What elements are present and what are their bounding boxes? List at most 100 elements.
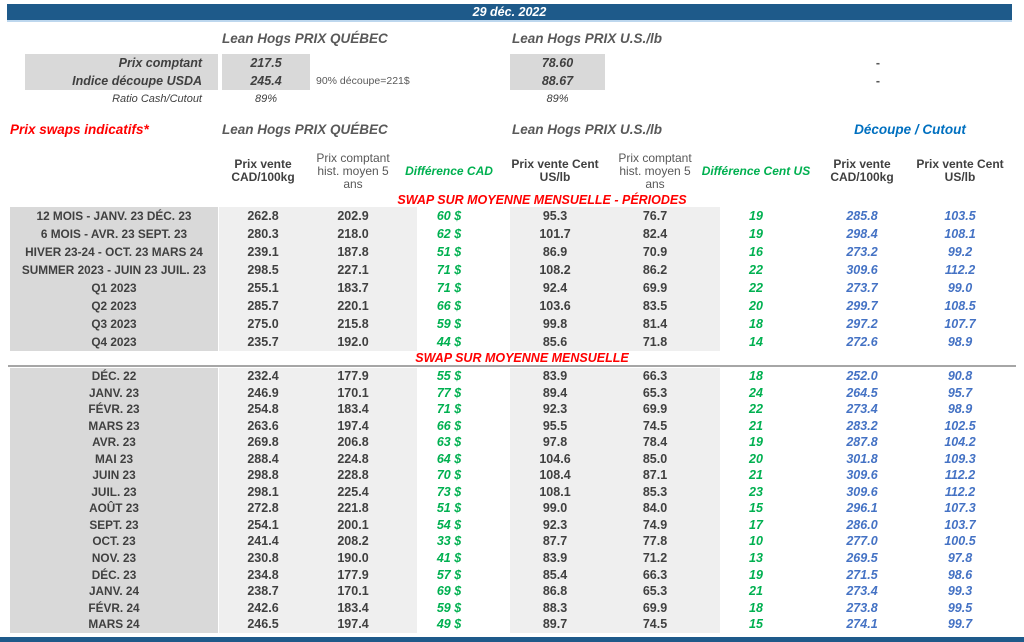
cell-qc-hist: 228.8 bbox=[337, 468, 369, 483]
table-row: JANV. 24 238.7 170.1 69 $ 86.8 65.3 21 273.4 99.… bbox=[10, 583, 1014, 600]
row-label: SEPT. 23 bbox=[89, 517, 139, 532]
table-row: AOÛT 23 272.8 221.8 51 $ 99.0 84.0 15 296.1 107.… bbox=[10, 500, 1014, 517]
row-label: Q4 2023 bbox=[91, 335, 137, 349]
cell-diff-us: 21 bbox=[749, 468, 763, 483]
cell-us-hist: 70.9 bbox=[642, 245, 668, 259]
cell-diff-us: 22 bbox=[749, 281, 763, 295]
cell-diff-cad: 44 $ bbox=[436, 335, 462, 349]
row-label: DÉC. 23 bbox=[91, 567, 137, 582]
cell-qc-prix-vente: 288.4 bbox=[247, 451, 279, 466]
swaps-title: Prix swaps indicatifs* bbox=[10, 122, 149, 137]
row-label: MARS 23 bbox=[88, 418, 140, 433]
cell-diff-us: 18 bbox=[749, 369, 763, 383]
cell-us-prix-vente: 85.4 bbox=[542, 567, 568, 582]
column-header-cutout-us: Prix vente Cent US/lb bbox=[916, 157, 1004, 184]
cell-diff-cad: 77 $ bbox=[436, 385, 462, 400]
table-row: OCT. 23 241.4 208.2 33 $ 87.7 77.8 10 277.0 100.… bbox=[10, 533, 1014, 550]
cell-qc-prix-vente: 280.3 bbox=[247, 227, 279, 241]
cell-us-hist: 74.9 bbox=[642, 517, 668, 532]
cell-qc-hist: 183.7 bbox=[337, 281, 369, 295]
spot-label: Prix comptant bbox=[25, 54, 218, 72]
cell-cutout-us: 99.0 bbox=[947, 281, 973, 295]
cell-diff-us: 13 bbox=[749, 551, 763, 566]
cell-diff-us: 15 bbox=[749, 617, 763, 632]
cell-diff-us: 21 bbox=[749, 584, 763, 599]
row-label: Q3 2023 bbox=[91, 317, 137, 331]
cell-us-hist: 69.9 bbox=[642, 600, 668, 615]
cell-cutout-cad: 298.4 bbox=[846, 227, 878, 241]
cell-us-prix-vente: 92.3 bbox=[542, 402, 568, 417]
column-header-us-hist: Prix comptant hist. moyen 5 ans bbox=[618, 150, 692, 191]
row-label: SUMMER 2023 - JUIN 23 JUIL. 23 bbox=[21, 263, 207, 277]
cell-diff-cad: 60 $ bbox=[436, 209, 462, 223]
cell-qc-hist: 192.0 bbox=[337, 335, 369, 349]
cell-us-hist: 71.2 bbox=[642, 551, 668, 566]
cell-qc-hist: 170.1 bbox=[337, 385, 369, 400]
column-header-us-prix-vente: Prix vente Cent US/lb bbox=[511, 157, 599, 184]
cell-cutout-us: 98.9 bbox=[947, 402, 973, 417]
cell-diff-us: 19 bbox=[749, 435, 763, 450]
cell-cutout-us: 107.3 bbox=[944, 501, 976, 516]
cell-cutout-cad: 273.7 bbox=[846, 281, 878, 295]
cell-qc-hist: 200.1 bbox=[337, 517, 369, 532]
cell-qc-hist: 202.9 bbox=[337, 209, 369, 223]
cell-diff-cad: 51 $ bbox=[436, 245, 462, 259]
cell-qc-prix-vente: 254.8 bbox=[247, 402, 279, 417]
cell-diff-cad: 49 $ bbox=[436, 617, 462, 632]
cell-qc-prix-vente: 298.8 bbox=[247, 468, 279, 483]
column-headers: Prix vente CAD/100kg Prix comptant hist.… bbox=[10, 148, 1014, 194]
cell-qc-hist: 208.2 bbox=[337, 534, 369, 549]
us-columns-background bbox=[510, 368, 720, 633]
cell-cutout-cad: 286.0 bbox=[846, 517, 878, 532]
cell-diff-us: 22 bbox=[749, 263, 763, 277]
row-label: JUIL. 23 bbox=[91, 484, 137, 499]
row-label: Q2 2023 bbox=[91, 299, 137, 313]
column-header-cutout-cad: Prix vente CAD/100kg bbox=[830, 157, 894, 184]
spot-row-indice-decoupe: Indice découpe USDA 245.4 90% découpe=22… bbox=[0, 72, 1024, 90]
spot-qc-value: 245.4 bbox=[222, 72, 310, 90]
cell-cutout-us: 108.1 bbox=[944, 227, 976, 241]
cell-us-prix-vente: 89.7 bbox=[542, 617, 568, 632]
cell-diff-us: 10 bbox=[749, 534, 763, 549]
cell-qc-prix-vente: 262.8 bbox=[247, 209, 279, 223]
cell-cutout-us: 99.5 bbox=[947, 600, 973, 615]
cell-cutout-us: 112.2 bbox=[944, 263, 976, 277]
cell-cutout-us: 98.6 bbox=[947, 567, 973, 582]
cell-qc-hist: 221.8 bbox=[337, 501, 369, 516]
column-header-qc-hist: Prix comptant hist. moyen 5 ans bbox=[316, 150, 390, 191]
spot-qc-value: 89% bbox=[254, 93, 278, 105]
cell-qc-hist: 227.1 bbox=[337, 263, 369, 277]
label-column-background bbox=[10, 368, 218, 633]
table-row: 6 MOIS - AVR. 23 SEPT. 23 280.3 218.0 62 $ 1… bbox=[10, 225, 1014, 243]
cell-us-prix-vente: 95.3 bbox=[542, 209, 568, 223]
cell-qc-prix-vente: 234.8 bbox=[247, 567, 279, 582]
cell-cutout-cad: 309.6 bbox=[846, 468, 878, 483]
row-label: FÉVR. 23 bbox=[88, 402, 140, 417]
cell-us-prix-vente: 83.9 bbox=[542, 551, 568, 566]
cell-diff-cad: 71 $ bbox=[436, 402, 462, 417]
cell-us-hist: 76.7 bbox=[642, 209, 668, 223]
cell-us-prix-vente: 103.6 bbox=[539, 299, 571, 313]
cell-us-prix-vente: 92.4 bbox=[542, 281, 568, 295]
cell-cutout-cad: 252.0 bbox=[846, 369, 878, 383]
cell-us-prix-vente: 97.8 bbox=[542, 435, 568, 450]
cell-cutout-cad: 277.0 bbox=[846, 534, 878, 549]
cell-qc-prix-vente: 272.8 bbox=[247, 501, 279, 516]
decoupe-note: 90% découpe=221$ bbox=[316, 75, 410, 87]
cell-cutout-us: 97.8 bbox=[947, 551, 973, 566]
cell-diff-cad: 33 $ bbox=[436, 534, 462, 549]
cell-qc-prix-vente: 254.1 bbox=[247, 517, 279, 532]
table-row: SUMMER 2023 - JUIN 23 JUIL. 23 298.5 227.1… bbox=[10, 261, 1014, 279]
cell-cutout-us: 99.3 bbox=[947, 584, 973, 599]
spot-label: Ratio Cash/Cutout bbox=[112, 93, 202, 105]
row-label: DÉC. 22 bbox=[91, 369, 137, 383]
cell-us-hist: 65.3 bbox=[642, 584, 668, 599]
cell-qc-prix-vente: 298.1 bbox=[247, 484, 279, 499]
cell-qc-prix-vente: 230.8 bbox=[247, 551, 279, 566]
date-banner: 29 déc. 2022 bbox=[7, 4, 1012, 22]
cell-diff-cad: 70 $ bbox=[436, 468, 462, 483]
cell-cutout-cad: 273.4 bbox=[846, 584, 878, 599]
cell-diff-cad: 55 $ bbox=[436, 369, 462, 383]
cell-cutout-cad: 287.8 bbox=[846, 435, 878, 450]
